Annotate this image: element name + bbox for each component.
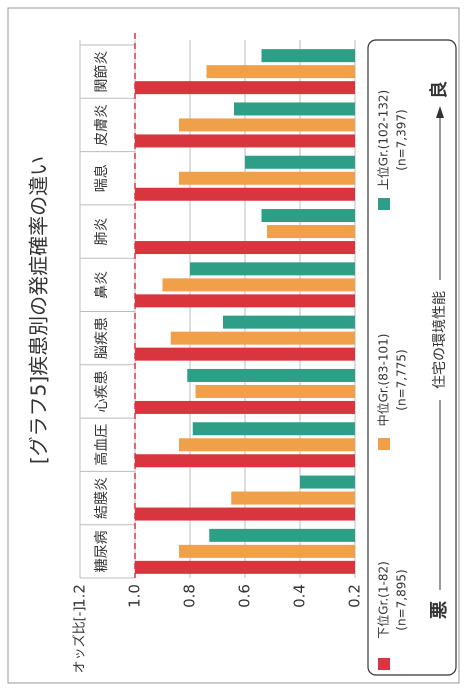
bar (135, 134, 355, 148)
legend-label: 上位Gr.(102-132) (376, 90, 391, 190)
category-label: 肺炎 (94, 218, 110, 246)
scale-bad: 悪 (429, 601, 450, 619)
bar (195, 384, 355, 398)
bar (231, 491, 355, 505)
legend-sample: (n=7,895) (395, 569, 409, 630)
page-border (7, 7, 460, 684)
bar (300, 475, 355, 489)
legend-sample: (n=7,775) (395, 349, 409, 410)
bar (135, 241, 355, 255)
x-tick-label: 1.2 (71, 584, 89, 608)
bar (192, 422, 355, 436)
legend-swatch (378, 438, 390, 450)
bar (234, 102, 355, 116)
bar (135, 560, 355, 574)
bar (162, 278, 355, 292)
bar (206, 65, 355, 79)
bar (223, 315, 355, 329)
category-label: 関節炎 (93, 51, 110, 93)
legend-swatch (378, 198, 390, 210)
bar (209, 528, 355, 542)
bar (187, 368, 355, 382)
bar (190, 262, 355, 276)
category-label: 脳疾患 (94, 317, 110, 359)
bar (179, 544, 355, 558)
bar (135, 507, 355, 521)
bar (135, 187, 355, 201)
x-tick-label: 0.6 (236, 584, 254, 608)
bar (179, 118, 355, 132)
x-tick-label: 1.0 (126, 584, 144, 608)
legend-label: 下位Gr.(1-82) (376, 561, 391, 639)
scale-good: 良 (428, 81, 450, 99)
legend-sample: (n=7,397) (395, 109, 409, 170)
bar (135, 347, 355, 361)
x-tick-label: 0.4 (291, 584, 309, 608)
category-label: 糖尿病 (94, 530, 110, 572)
x-tick-label: 0.2 (346, 584, 364, 608)
bar (170, 331, 355, 345)
x-tick-label: 0.8 (181, 584, 199, 608)
bar (267, 225, 355, 239)
category-label: 心疾患 (94, 370, 110, 412)
category-label: 鼻炎 (93, 271, 110, 299)
bar (135, 400, 355, 414)
bar (179, 438, 355, 452)
bar (261, 209, 355, 223)
category-label: 皮膚炎 (94, 104, 110, 146)
category-label: 喘息 (93, 164, 110, 192)
scale-arrowhead (436, 106, 444, 118)
category-label: 結膜炎 (94, 477, 110, 519)
x-axis-label: オッズ比[-] (72, 607, 88, 674)
chart-title: [グラフ5]疾患別の発症確率の違い (27, 156, 51, 464)
legend-label: 中位Gr.(83-101) (376, 334, 391, 427)
bar (135, 81, 355, 95)
bar (261, 49, 355, 63)
bar (135, 454, 355, 468)
legend-swatch (378, 658, 390, 670)
bar (179, 171, 355, 185)
category-label: 高血圧 (93, 424, 110, 466)
scale-label: 住宅の環境性能 (432, 291, 448, 389)
bar (245, 155, 355, 169)
bar (135, 294, 355, 308)
